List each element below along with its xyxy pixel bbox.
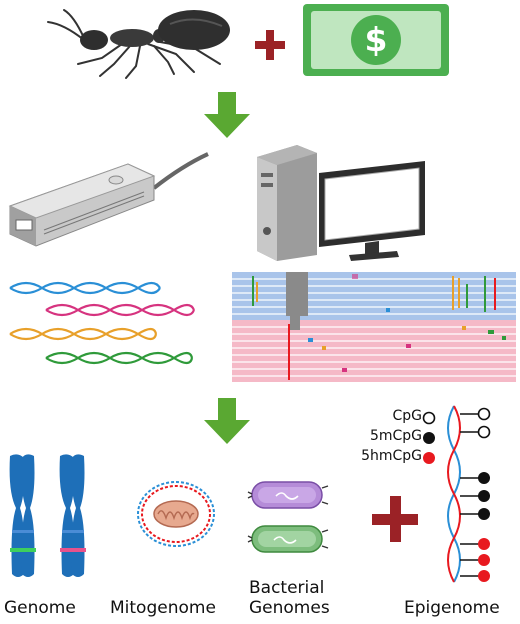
plus-icon xyxy=(370,494,420,544)
caption-epigenome: Epigenome xyxy=(404,598,500,618)
legend-label-5hmcpg: 5hmCpG xyxy=(361,448,422,464)
methylation-dna-icon xyxy=(440,404,512,588)
legend-label-5mcpg: 5mCpG xyxy=(369,428,422,444)
sequencer-icon xyxy=(4,146,210,256)
computer-icon xyxy=(253,143,433,261)
methylation-legend: CpG 5mCpG 5hmCpG xyxy=(330,408,436,472)
plus-icon xyxy=(253,28,287,62)
arrow-down-icon xyxy=(202,398,252,446)
chromosome-icon xyxy=(4,452,100,580)
legend-marker-cpg xyxy=(422,411,436,425)
money-icon: $ xyxy=(302,3,450,77)
caption-mitogenome: Mitogenome xyxy=(110,598,216,618)
legend-marker-5hmcpg xyxy=(423,452,435,464)
arrow-down-icon xyxy=(202,92,252,140)
legend-marker-5mcpg xyxy=(423,432,435,444)
mitochondrion-icon xyxy=(134,478,218,550)
read-alignment-view xyxy=(232,272,516,382)
bacterium-icon xyxy=(246,476,330,560)
dna-helix-icon xyxy=(8,278,198,368)
caption-bacterial-line2: Genomes xyxy=(249,598,330,618)
caption-bacterial-line1: Bacterial xyxy=(249,578,325,598)
legend-label-cpg: CpG xyxy=(392,408,422,424)
dollar-sign: $ xyxy=(364,20,388,59)
caption-genome: Genome xyxy=(4,598,76,618)
ant-icon xyxy=(44,4,244,80)
